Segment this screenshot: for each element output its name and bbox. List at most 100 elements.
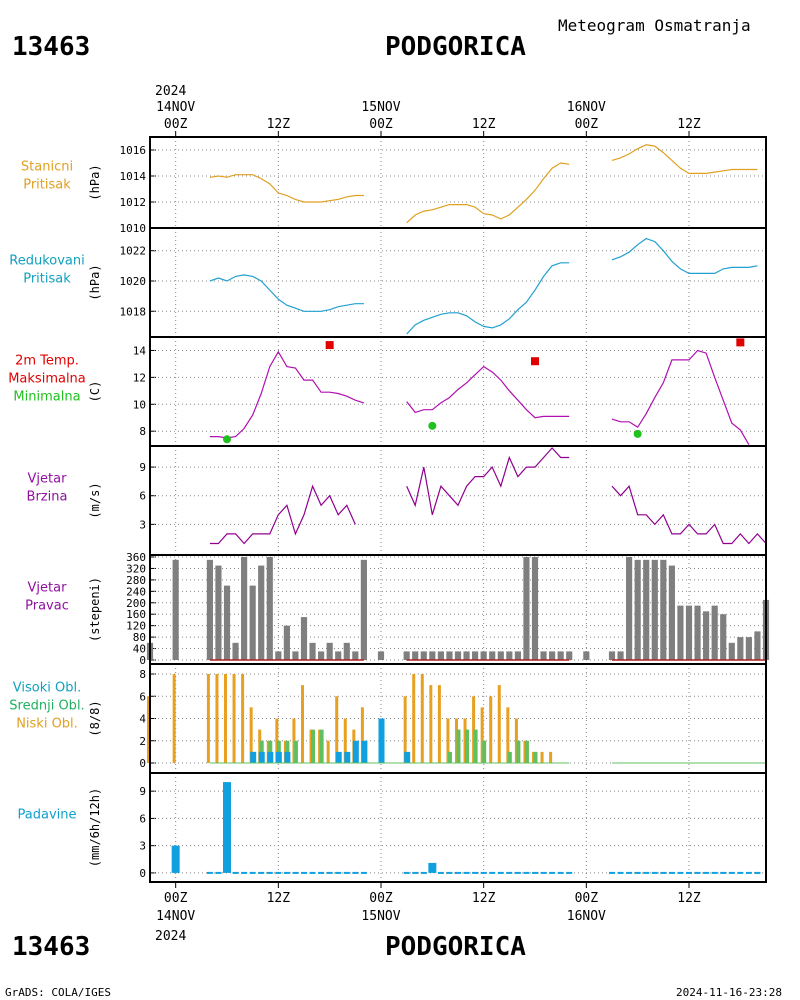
cloud-mid-bar	[524, 740, 529, 763]
panel-label: 2m Temp.	[15, 354, 79, 369]
precip-trace	[754, 871, 761, 874]
wind-dir-bar	[437, 651, 444, 660]
precip-trace	[292, 871, 299, 874]
wind-dir-bar	[566, 651, 573, 660]
wind-dir-bar	[454, 651, 462, 660]
panel-label: Srednji Obl.	[9, 699, 84, 714]
station-id-bottom: 13463	[12, 932, 90, 962]
cloud-mid-bar	[456, 729, 461, 763]
ytick-label: 14	[133, 344, 147, 357]
precip-trace	[703, 871, 710, 874]
cloud-high-bar	[361, 740, 368, 763]
wind-dir-bar	[420, 651, 427, 660]
xtick-label-top: 12Z	[677, 117, 701, 132]
tmax-marker	[531, 357, 539, 366]
precip-trace	[523, 871, 530, 874]
wind-dir-bar	[720, 614, 727, 660]
precip-trace	[506, 871, 513, 874]
precip-trace	[343, 871, 350, 874]
precip-trace	[301, 871, 307, 874]
precip-bar	[223, 782, 231, 873]
cloud-low-bar	[249, 707, 253, 763]
ytick-label: 9	[139, 785, 146, 798]
ytick-label: 0	[139, 757, 146, 770]
tmin-marker	[428, 421, 437, 430]
series-line	[406, 447, 570, 515]
ytick-label: 320	[126, 562, 146, 575]
xtick-label-top: 12Z	[472, 117, 496, 132]
wind-dir-bar	[352, 651, 359, 660]
panel-label: Niski Obl.	[16, 717, 78, 732]
wind-dir-bar	[668, 565, 675, 660]
date-label-bottom: 16NOV	[567, 909, 606, 924]
panel-p1: Stanicni Pritisak (hPa) 1016 1014 1012 1010	[21, 137, 766, 235]
wind-dir-bar	[463, 651, 470, 660]
precip-trace	[540, 871, 547, 874]
wind-dir-bar	[326, 642, 333, 660]
panel-frame	[149, 136, 767, 229]
precip-trace	[232, 871, 239, 874]
ytick-label: 8	[139, 425, 146, 438]
wind-dir-bar	[283, 625, 290, 660]
precip-trace	[737, 871, 744, 874]
cloud-low-bar	[429, 685, 433, 763]
wind-dir-bar	[617, 651, 624, 660]
wind-dir-bar	[514, 651, 521, 660]
wind-dir-bar	[360, 559, 367, 660]
cloud-high-bar	[275, 751, 282, 763]
precip-trace	[634, 871, 641, 874]
unit-label: (stepeni)	[88, 577, 102, 642]
xtick-label-top: 00Z	[369, 117, 393, 132]
panel-label: Redukovani	[9, 254, 84, 269]
precip-trace	[360, 871, 367, 874]
ytick-label: 360	[126, 551, 146, 564]
precip-trace	[309, 871, 316, 874]
unit-label: (8/8)	[88, 700, 102, 736]
precip-trace	[532, 871, 538, 874]
cloud-mid-bar	[482, 740, 487, 763]
ytick-label: 10	[133, 398, 146, 411]
cloud-low-bar	[301, 685, 304, 763]
cloud-low-bar	[403, 696, 407, 763]
series-line	[611, 144, 758, 174]
cloud-low-bar	[420, 674, 424, 763]
cloud-low-bar	[241, 674, 245, 763]
cloud-low-bar	[326, 740, 330, 763]
wind-dir-bar	[292, 651, 299, 660]
wind-dir-bar	[300, 617, 308, 660]
wind-dir-bar	[309, 642, 316, 660]
panel-p2: Redukovani Pritisak (hPa) 1022 1020 1018	[9, 228, 766, 337]
precip-trace	[403, 871, 410, 874]
wind-dir-bar	[711, 605, 718, 660]
panel-frame	[149, 227, 767, 338]
panel-label: Pritisak	[23, 178, 71, 193]
wind-dir-bar	[608, 651, 616, 660]
cloud-high-bar	[378, 718, 385, 763]
date-label-bottom: 14NOV	[156, 909, 195, 924]
wind-dir-bar	[232, 642, 239, 660]
wind-dir-bar	[583, 651, 590, 660]
precip-trace	[215, 871, 222, 874]
wind-dir-bar	[206, 559, 213, 660]
ytick-label: 1018	[120, 305, 147, 318]
ytick-label: 6	[139, 812, 146, 825]
cloud-mid-bar	[533, 751, 538, 763]
xtick-label-bottom: 12Z	[677, 891, 701, 906]
wind-dir-bar	[497, 651, 504, 660]
precip-trace	[455, 871, 461, 874]
precip-trace	[626, 871, 633, 874]
product-title: Meteogram Osmatranja	[558, 16, 751, 35]
precip-trace	[446, 871, 453, 874]
series-line	[406, 162, 570, 224]
wind-dir-bar	[737, 637, 744, 660]
cloud-mid-bar	[293, 740, 298, 763]
xtick-label-top: 00Z	[164, 117, 188, 132]
cloud-low-bar	[480, 707, 484, 763]
cloud-mid-bar	[447, 751, 452, 763]
ytick-label: 6	[139, 490, 146, 503]
panel-p6: Visoki Obl. Srednji Obl. Niski Obl. (8/8) 8 6…	[9, 664, 766, 773]
precip-trace	[206, 871, 213, 874]
wind-dir-bar	[215, 565, 222, 660]
